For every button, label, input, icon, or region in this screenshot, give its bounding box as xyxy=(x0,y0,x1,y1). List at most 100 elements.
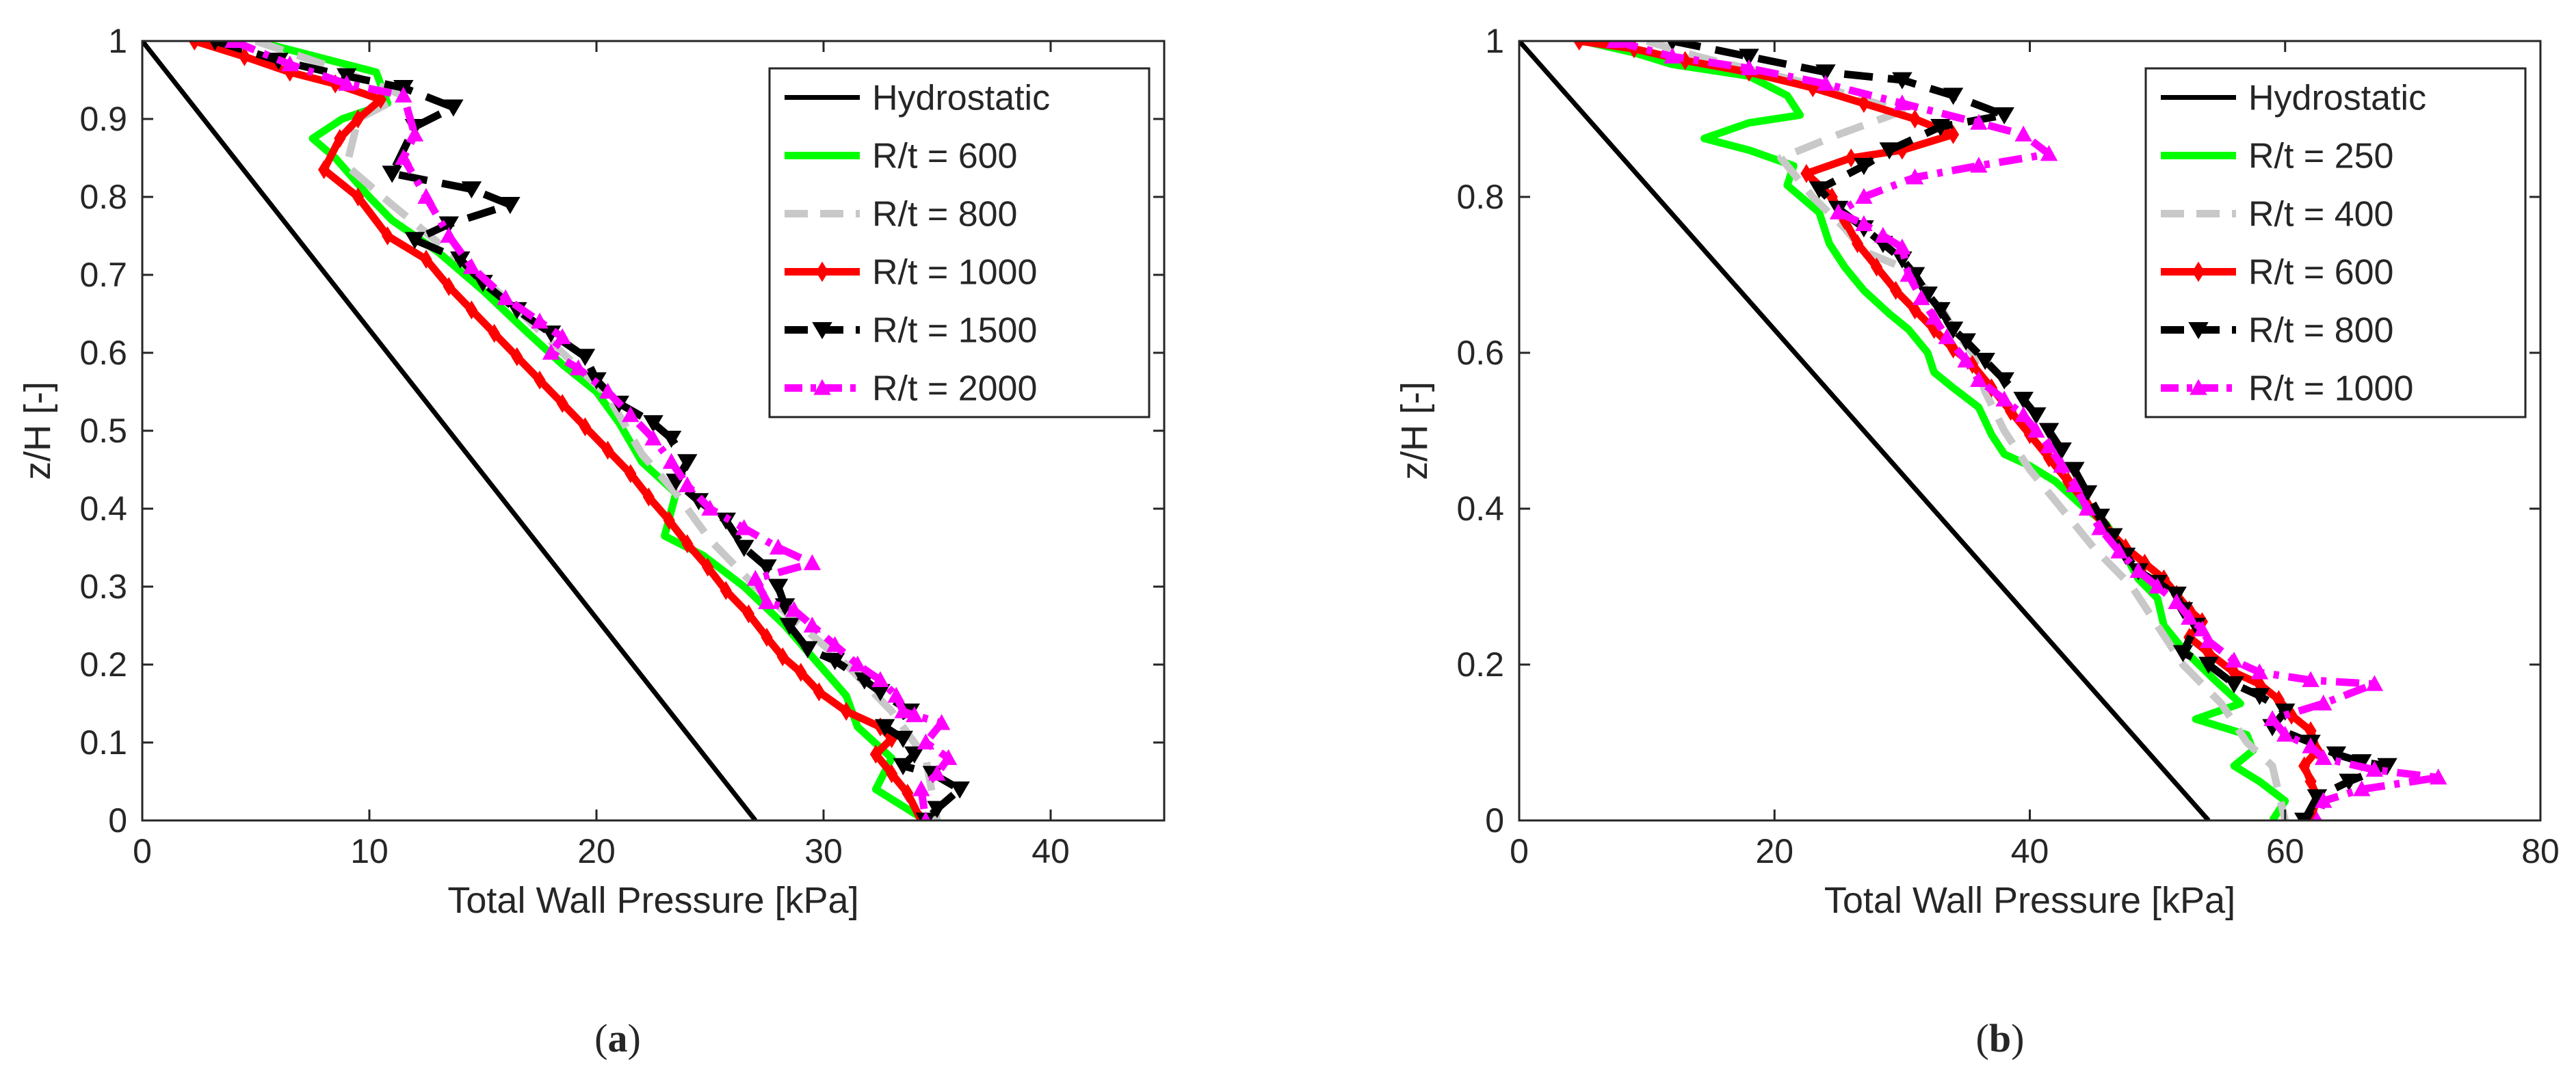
series-hydrostatic xyxy=(1519,41,2211,820)
legend-box xyxy=(2144,67,2527,418)
chart-panel-b: 0 20 40 60 80 0 0.2 0.4 0.6 0.8 1 Total Wall Pressu… xyxy=(1394,22,2560,1060)
data-point-r-t-1000-27 xyxy=(776,647,789,667)
legend-label-r-t-800: R/t = 800 xyxy=(2248,311,2393,351)
data-point-r-t-1000-0 xyxy=(188,41,200,51)
data-point-r-t-2000-29 xyxy=(871,671,889,687)
data-point-r-t-800-6 xyxy=(1930,119,1951,137)
series-line-r-t-1000 xyxy=(1614,41,2443,820)
legend: Hydrostatic R/t = 600 R/t = 800 R/t = 1000 R… xyxy=(768,67,1151,418)
data-point-r-t-2000-16 xyxy=(644,429,662,446)
data-point-r-t-800-45 xyxy=(2339,773,2359,791)
y-tick-label: 0.6 xyxy=(1456,334,1504,372)
data-point-r-t-2000-37 xyxy=(912,780,930,797)
data-point-r-t-1000-35 xyxy=(902,784,914,803)
data-point-r-t-1500-10 xyxy=(404,232,425,250)
data-point-r-t-2000-17 xyxy=(662,453,681,469)
data-point-r-t-1000-9 xyxy=(381,226,394,245)
series-r-t-2000 xyxy=(224,41,958,820)
data-point-r-t-2000-34 xyxy=(917,733,935,750)
data-point-r-t-800-20 xyxy=(1994,372,2014,390)
data-point-r-t-800-1 xyxy=(1739,49,1759,66)
data-point-r-t-1000-2 xyxy=(1740,59,1758,75)
data-point-r-t-1000-19 xyxy=(625,464,637,483)
y-tick-label: 0.4 xyxy=(1456,490,1504,528)
data-point-r-t-800-38 xyxy=(2249,688,2270,706)
x-tick-label: 80 xyxy=(2521,832,2560,870)
x-tick-label: 30 xyxy=(804,832,843,870)
data-point-r-t-1000-48 xyxy=(2314,792,2332,808)
data-point-r-t-1000-34 xyxy=(885,764,898,784)
legend-label-hydrostatic: Hydrostatic xyxy=(2248,79,2426,118)
data-point-r-t-1500-8 xyxy=(500,197,521,215)
data-point-r-t-1000-21 xyxy=(1995,390,2013,407)
legend-label-r-t-1500: R/t = 1500 xyxy=(872,311,1037,351)
data-point-r-t-1500-18 xyxy=(643,415,663,433)
data-point-r-t-1000-31 xyxy=(2148,577,2166,594)
data-point-r-t-1500-15 xyxy=(575,349,596,366)
data-point-r-t-1500-7 xyxy=(461,181,482,199)
y-tick-label: 0.8 xyxy=(1456,178,1504,216)
series-r-t-1000 xyxy=(1606,41,2447,820)
data-point-r-t-2000-7 xyxy=(440,226,458,243)
data-point-r-t-1000-5 xyxy=(1970,113,1988,130)
data-point-r-t-1000-40 xyxy=(2314,694,2332,711)
data-point-r-t-1000-18 xyxy=(1938,328,1956,345)
series-hydrostatic xyxy=(142,41,758,820)
data-point-r-t-1500-36 xyxy=(904,746,925,764)
series-line-r-t-600 xyxy=(254,41,928,820)
data-point-r-t-800-42 xyxy=(2326,746,2347,764)
data-point-r-t-800-24 xyxy=(2051,442,2072,460)
data-point-r-t-600-15 xyxy=(1889,280,1902,300)
data-point-r-t-2000-4 xyxy=(406,125,424,142)
data-point-r-t-1500-39 xyxy=(949,781,970,799)
data-point-r-t-1500-26 xyxy=(767,578,789,596)
data-point-r-t-2000-36 xyxy=(928,764,946,781)
data-point-r-t-2000-15 xyxy=(622,406,640,423)
data-point-r-t-1000-10 xyxy=(420,250,432,269)
data-point-r-t-1000-14 xyxy=(1893,238,1911,255)
data-point-r-t-1000-33 xyxy=(869,745,882,764)
x-axis-label: Total Wall Pressure [kPa] xyxy=(1824,880,2235,921)
legend-label-r-t-400: R/t = 400 xyxy=(2248,195,2393,235)
data-point-r-t-1000-33 xyxy=(2181,609,2198,625)
x-tick-label: 60 xyxy=(2266,832,2304,870)
data-point-r-t-2000-2 xyxy=(338,75,356,91)
data-point-r-t-1000-41 xyxy=(2263,710,2281,726)
data-point-r-t-1500-35 xyxy=(893,730,913,748)
data-point-r-t-800-21 xyxy=(2013,392,2034,410)
x-tick-label: 20 xyxy=(1755,832,1793,870)
data-point-r-t-1000-45 xyxy=(2365,760,2384,777)
data-point-r-t-2000-0 xyxy=(224,41,242,49)
data-point-r-t-1500-25 xyxy=(757,559,777,577)
data-point-r-t-1500-4 xyxy=(443,99,464,117)
data-point-r-t-1500-37 xyxy=(893,758,913,775)
data-point-r-t-2000-10 xyxy=(531,312,549,329)
y-tick-label: 1 xyxy=(1485,22,1504,60)
data-point-r-t-800-25 xyxy=(2064,462,2085,479)
data-point-r-t-600-0 xyxy=(1573,41,1586,51)
data-point-r-t-2000-19 xyxy=(701,499,719,516)
data-point-r-t-1000-4 xyxy=(374,90,387,109)
data-point-r-t-1000-3 xyxy=(1817,75,1835,91)
data-point-r-t-1000-25 xyxy=(2053,457,2071,473)
data-point-r-t-1000-14 xyxy=(511,347,523,366)
y-tick-label: 0 xyxy=(1485,801,1504,840)
data-point-r-t-1000-30 xyxy=(2129,562,2147,578)
data-point-r-t-1000-28 xyxy=(795,663,807,682)
y-tick-label: 0.1 xyxy=(79,723,127,762)
data-point-r-t-800-23 xyxy=(2038,423,2060,440)
data-point-r-t-1000-29 xyxy=(2110,542,2128,559)
data-point-r-t-600-18 xyxy=(1947,339,1960,359)
x-tick-label: 10 xyxy=(350,832,389,870)
data-point-r-t-800-7 xyxy=(1879,142,1900,160)
x-tick-label: 0 xyxy=(133,832,152,870)
data-point-r-t-1000-6 xyxy=(2014,125,2032,142)
y-tick-label: 0.2 xyxy=(79,645,127,684)
data-point-r-t-1500-40 xyxy=(927,801,947,818)
data-point-r-t-1000-30 xyxy=(840,701,852,721)
data-point-r-t-600-7 xyxy=(1947,124,1960,144)
legend-marker-r-t-2000 xyxy=(813,379,831,395)
x-tick-label: 40 xyxy=(1031,832,1070,870)
data-point-r-t-1000-0 xyxy=(1606,41,1624,49)
